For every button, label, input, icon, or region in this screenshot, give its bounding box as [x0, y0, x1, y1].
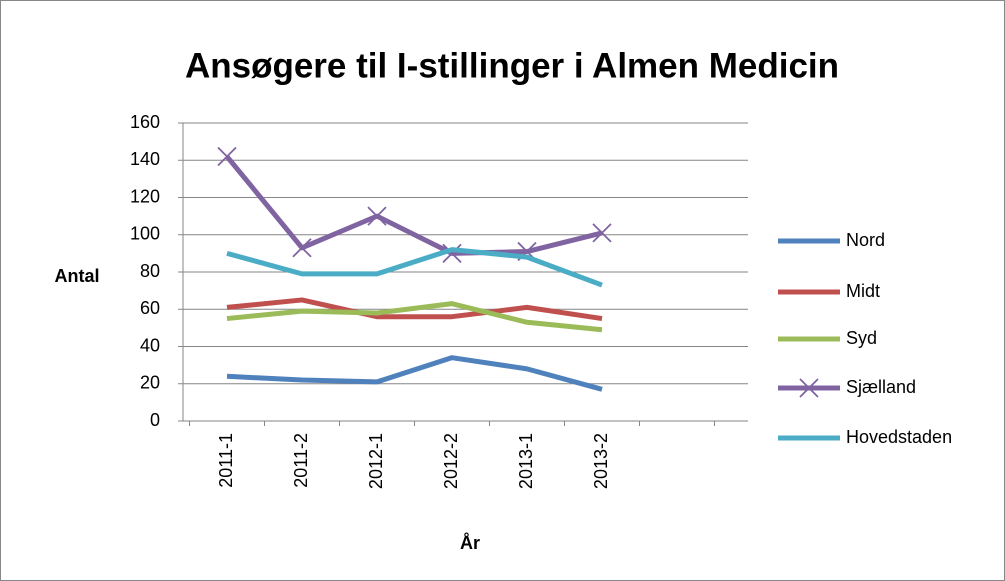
y-tick-label: 120: [130, 186, 160, 206]
y-tick-label: 160: [130, 112, 160, 132]
legend-label: Midt: [846, 281, 880, 301]
legend-label: Nord: [846, 230, 885, 250]
y-tick-label: 80: [140, 261, 160, 281]
x-tick-label: 2011-2: [291, 433, 311, 488]
series-line: [226, 247, 603, 288]
y-axis-label: Antal: [55, 266, 100, 286]
legend-marker: [799, 378, 819, 398]
series-line: [225, 154, 603, 256]
x-tick-label: 2013-1: [516, 433, 536, 489]
chart-title: Ansøgere til I-stillinger i Almen Medici…: [185, 46, 839, 85]
y-tick-label: 40: [140, 335, 160, 355]
point-marker: [367, 206, 387, 226]
point-marker: [592, 223, 612, 243]
y-tick-label: 60: [140, 298, 160, 318]
y-tick-label: 20: [140, 373, 160, 393]
x-axis-label: År: [460, 533, 480, 553]
legend-label: Syd: [846, 328, 877, 348]
x-tick-label: 2012-1: [366, 433, 386, 489]
series-line: [226, 355, 603, 392]
legend-label: Sjælland: [846, 377, 916, 397]
point-marker: [442, 243, 462, 264]
y-tick-label: 140: [130, 149, 160, 169]
legend-label: Hovedstaden: [846, 427, 952, 447]
x-tick-label: 2012-2: [441, 433, 461, 489]
y-tick-label: 100: [130, 224, 160, 244]
point-marker: [217, 146, 237, 167]
x-tick-label: 2011-1: [216, 433, 236, 488]
point-marker: [292, 238, 312, 258]
x-tick-label: 2013-2: [591, 433, 611, 489]
y-tick-label: 0: [150, 410, 160, 430]
series-line: [226, 297, 603, 322]
series-line: [226, 301, 603, 333]
